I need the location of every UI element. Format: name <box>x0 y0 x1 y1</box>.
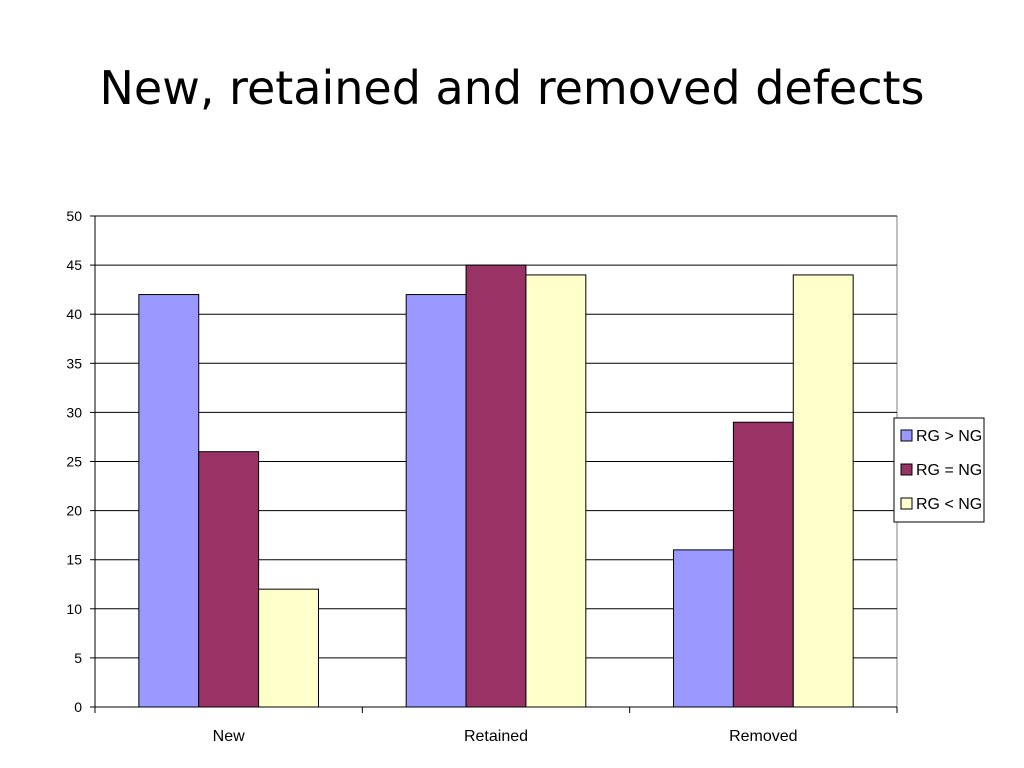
legend: RG > NG RG = NG RG < NG <box>893 417 985 523</box>
y-tick-label: 10 <box>66 601 82 617</box>
bar <box>258 588 319 708</box>
bar <box>732 421 794 708</box>
bar <box>792 274 854 708</box>
legend-swatch <box>900 429 913 442</box>
y-tick-label: 50 <box>66 208 82 224</box>
y-tick-label: 45 <box>66 257 82 273</box>
y-tick-label: 25 <box>66 454 82 470</box>
legend-swatch <box>900 463 913 476</box>
legend-label: RG > NG <box>916 428 982 445</box>
bar <box>198 451 260 708</box>
bar <box>405 294 467 708</box>
y-tick-label: 35 <box>66 355 82 371</box>
y-tick-label: 5 <box>74 650 82 666</box>
y-tick-label: 20 <box>66 503 82 519</box>
legend-label: RG = NG <box>916 462 982 479</box>
bar <box>673 549 734 708</box>
bars <box>138 264 854 708</box>
y-tick-label: 30 <box>66 404 82 420</box>
bar <box>525 274 587 708</box>
bar <box>465 264 527 708</box>
slide-title: New, retained and removed defects <box>99 61 925 115</box>
x-tick-label: Retained <box>464 728 528 745</box>
bar <box>138 294 200 708</box>
y-tick-label: 15 <box>66 552 82 568</box>
legend-swatch <box>900 497 913 510</box>
legend-label: RG < NG <box>916 496 982 513</box>
y-tick-label: 0 <box>74 699 82 715</box>
x-tick-label: Removed <box>729 728 797 745</box>
y-tick-label: 40 <box>66 306 82 322</box>
axes: 0 5 10 15 20 25 30 35 40 45 50 New Retained Removed <box>66 208 898 745</box>
x-tick-label: New <box>213 728 245 745</box>
